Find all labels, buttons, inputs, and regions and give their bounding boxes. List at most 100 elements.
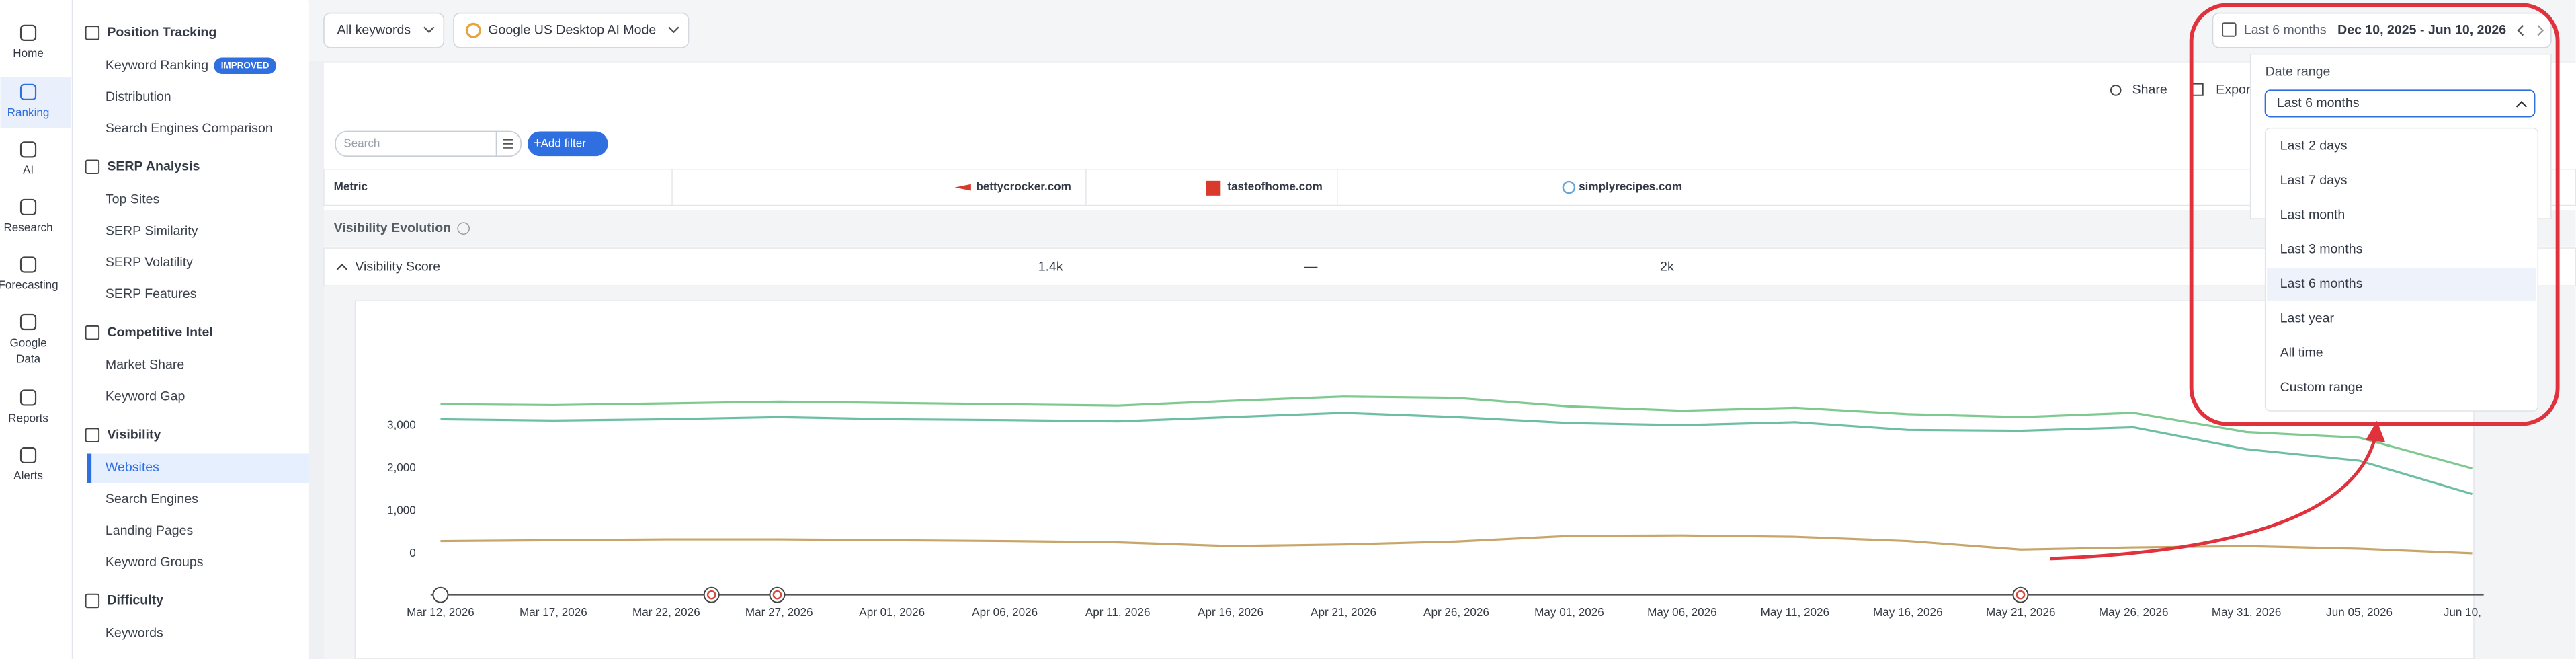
badge-label: IMPROVED <box>221 60 269 70</box>
rail-icon[interactable] <box>19 389 37 406</box>
x-tick-label: May 21, 2026 <box>1986 606 2056 619</box>
search-input[interactable] <box>335 130 522 157</box>
x-tick-label: Apr 16, 2026 <box>1198 606 1263 619</box>
rail-label[interactable]: Reports <box>8 412 48 425</box>
rail-icon[interactable] <box>19 447 37 464</box>
sidebar-item[interactable]: Distribution <box>106 89 171 104</box>
section-icon <box>85 428 100 442</box>
cell: 2k <box>1660 259 1674 274</box>
annotation-arrow <box>2050 436 2377 561</box>
search-placeholder: Search <box>343 137 380 149</box>
update-marker[interactable] <box>769 586 786 603</box>
sidebar-item[interactable]: SERP Features <box>106 286 197 301</box>
section-icon <box>85 26 100 40</box>
option[interactable]: Last month <box>2280 207 2345 222</box>
highlight-outline <box>2189 3 2560 426</box>
rail-label[interactable]: AI <box>23 164 34 177</box>
add-filter-button[interactable] <box>527 131 608 157</box>
option[interactable]: Custom range <box>2280 380 2363 395</box>
rail-label[interactable]: Google <box>9 336 46 349</box>
rail-icon[interactable] <box>19 256 37 273</box>
x-tick-label: Apr 21, 2026 <box>1311 606 1376 619</box>
sidebar-item[interactable]: Landing Pages <box>106 523 194 538</box>
sidebar-item[interactable]: Websites <box>106 460 159 475</box>
rail-label[interactable]: Forecasting <box>0 279 58 292</box>
sidebar-item[interactable]: SERP Volatility <box>106 255 193 270</box>
x-tick-label: Jun 05, 2026 <box>2326 606 2393 619</box>
sidebar-active-bar <box>87 453 92 483</box>
collapse-caret[interactable] <box>336 263 347 270</box>
update-marker[interactable] <box>703 586 720 603</box>
x-tick-label: May 06, 2026 <box>1647 606 1717 619</box>
engine-select[interactable] <box>453 12 690 48</box>
engine-select-label: Google US Desktop AI Mode <box>488 22 656 37</box>
update-marker[interactable] <box>2012 586 2029 603</box>
rail-label[interactable]: Alerts <box>13 469 43 482</box>
share-button[interactable]: Share <box>2132 83 2167 98</box>
x-tick-label: Apr 26, 2026 <box>1423 606 1489 619</box>
rail-label[interactable]: Data <box>16 353 41 366</box>
sidebar-item[interactable]: Search Engines <box>106 492 198 506</box>
section-title: Difficulty <box>107 593 163 608</box>
note-marker[interactable] <box>432 586 449 603</box>
option-highlight <box>2267 268 2536 301</box>
y-tick-label: 2,000 <box>387 461 416 474</box>
next-period[interactable] <box>2537 25 2544 36</box>
rail-label[interactable]: Research <box>3 221 52 234</box>
rail-icon[interactable] <box>19 24 37 41</box>
x-tick-label: Jun 10, <box>2444 606 2481 619</box>
x-tick-label: Apr 06, 2026 <box>972 606 1038 619</box>
date-button[interactable] <box>2212 12 2552 48</box>
option[interactable]: Last 6 months <box>2280 276 2363 291</box>
rail-label[interactable]: Home <box>13 47 44 60</box>
section-icon <box>85 593 100 609</box>
keywords-select[interactable] <box>323 12 445 48</box>
range-select[interactable] <box>2264 89 2536 118</box>
option[interactable]: All time <box>2280 346 2323 360</box>
site-logo <box>954 184 971 191</box>
export-button[interactable]: Export <box>2216 83 2254 98</box>
range-select-value: Last 6 months <box>2277 95 2360 110</box>
rail-icon[interactable] <box>19 83 37 100</box>
option[interactable]: Last 7 days <box>2280 173 2348 188</box>
option[interactable]: Last year <box>2280 311 2335 325</box>
column-header: Metric <box>334 180 368 193</box>
x-tick-label: Apr 01, 2026 <box>859 606 925 619</box>
section-title: Competitive Intel <box>107 325 212 340</box>
table-header <box>323 168 2576 206</box>
rail-icon[interactable] <box>19 198 37 216</box>
rail-icon[interactable] <box>19 141 37 158</box>
x-tick-label: May 11, 2026 <box>1761 606 1829 619</box>
update-icon <box>706 590 716 600</box>
y-tick-label: 3,000 <box>387 418 416 431</box>
sidebar-item[interactable]: Keywords <box>106 626 163 641</box>
y-tick-label: 0 <box>409 547 416 559</box>
site-logo <box>1562 180 1576 194</box>
sidebar-item[interactable]: Top Sites <box>106 192 160 206</box>
add-filter-label: Add filter <box>541 137 587 149</box>
sidebar-item[interactable]: Keyword Groups <box>106 555 204 570</box>
chart: 0 1,000 2,000 3,000 Mar 12, 2026 Mar 17, 2026… <box>387 395 2481 619</box>
series-line <box>440 412 2473 496</box>
sidebar-item[interactable]: Market Share <box>106 358 184 373</box>
y-tick-label: 1,000 <box>387 504 416 517</box>
rail-active <box>0 77 71 128</box>
sidebar-active <box>87 453 309 483</box>
arrow-head <box>2365 420 2386 442</box>
sidebar-item[interactable]: Search Engines Comparison <box>106 121 273 136</box>
x-tick-label: Mar 12, 2026 <box>407 606 474 619</box>
x-tick-label: Mar 22, 2026 <box>632 606 700 619</box>
column-header: simplyrecipes.com <box>1579 180 1682 193</box>
option[interactable]: Last 2 days <box>2280 139 2348 153</box>
rail-icon[interactable] <box>19 313 37 331</box>
prev-period[interactable] <box>2517 25 2524 36</box>
sidebar-item[interactable]: SERP Similarity <box>106 223 198 238</box>
sidebar-item[interactable]: Keyword Ranking <box>106 58 208 73</box>
x-tick-label: May 16, 2026 <box>1873 606 1943 619</box>
help-icon <box>457 222 470 235</box>
sidebar-item[interactable]: Keyword Gap <box>106 389 185 404</box>
rail-label[interactable]: Ranking <box>7 106 50 119</box>
row-label: Visibility Score <box>355 259 440 274</box>
option[interactable]: Last 3 months <box>2280 242 2363 257</box>
list-icon[interactable] <box>503 139 513 149</box>
